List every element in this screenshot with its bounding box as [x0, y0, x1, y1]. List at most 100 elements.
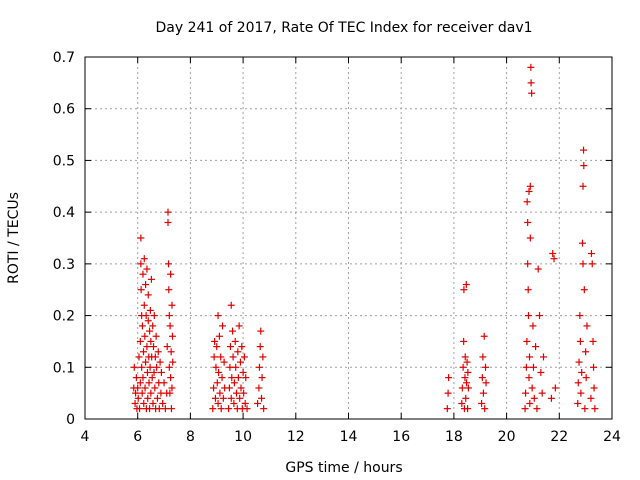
data-point — [240, 389, 248, 397]
y-tick-label: 0.7 — [53, 50, 75, 66]
data-point — [168, 332, 176, 340]
data-point — [153, 363, 161, 371]
axis-ticks: 4 6 8 10 12 14 16 18 20 22 24 0 0.1 0.2 0.3 0.4 0.5 0.6 0.… — [53, 50, 621, 445]
data-point — [210, 353, 218, 361]
data-point — [168, 301, 176, 309]
data-point — [132, 374, 140, 382]
data-point — [443, 405, 451, 413]
data-point — [458, 384, 466, 392]
data-point — [580, 286, 588, 294]
data-point — [588, 260, 596, 268]
data-point — [163, 343, 171, 351]
data-point — [590, 384, 598, 392]
data-point — [522, 363, 530, 371]
data-point — [583, 322, 591, 330]
data-point — [227, 301, 235, 309]
data-point — [150, 312, 158, 320]
data-point — [478, 399, 486, 407]
data-points — [130, 63, 599, 413]
data-point — [226, 343, 234, 351]
data-point — [143, 343, 151, 351]
data-point — [137, 234, 145, 242]
data-point — [150, 343, 158, 351]
data-point — [164, 208, 172, 216]
data-point — [578, 239, 586, 247]
data-point — [234, 374, 242, 382]
data-point — [576, 337, 584, 345]
data-point — [219, 322, 227, 330]
data-point — [146, 405, 154, 413]
data-point — [591, 405, 599, 413]
data-point — [479, 389, 487, 397]
data-point — [254, 399, 262, 407]
data-point — [219, 394, 227, 402]
y-tick-label: 0.3 — [53, 257, 75, 273]
data-point — [152, 332, 160, 340]
data-point — [217, 405, 225, 413]
data-point — [538, 389, 546, 397]
data-point — [524, 286, 532, 294]
data-point — [135, 353, 143, 361]
data-point — [142, 312, 150, 320]
data-point — [156, 358, 164, 366]
data-point — [159, 399, 167, 407]
data-point — [527, 63, 535, 71]
data-point — [239, 368, 247, 376]
data-point — [534, 265, 542, 273]
data-point — [523, 337, 531, 345]
data-point — [529, 322, 537, 330]
data-point — [240, 353, 248, 361]
data-point — [169, 358, 177, 366]
data-point — [578, 368, 586, 376]
data-point — [130, 363, 138, 371]
data-point — [232, 363, 240, 371]
data-point — [138, 322, 146, 330]
data-point — [459, 363, 467, 371]
y-tick-label: 0 — [66, 412, 75, 428]
x-tick-label: 10 — [234, 429, 252, 445]
data-point — [131, 399, 139, 407]
data-point — [146, 363, 154, 371]
data-point — [589, 337, 597, 345]
data-point — [136, 405, 144, 413]
data-point — [549, 250, 557, 258]
data-point — [147, 275, 155, 283]
data-point — [257, 327, 265, 335]
data-point — [462, 281, 470, 289]
data-point — [482, 379, 490, 387]
data-point — [161, 405, 169, 413]
data-point — [141, 332, 149, 340]
data-point — [587, 250, 595, 258]
data-point — [168, 384, 176, 392]
data-point — [536, 312, 544, 320]
data-point — [529, 363, 537, 371]
x-tick-label: 24 — [603, 429, 621, 445]
data-point — [165, 260, 173, 268]
data-point — [160, 379, 168, 387]
y-tick-label: 0.1 — [53, 360, 75, 376]
data-point — [460, 337, 468, 345]
data-point — [580, 146, 588, 154]
data-point — [464, 368, 472, 376]
data-point — [144, 394, 152, 402]
data-point — [581, 405, 589, 413]
x-tick-label: 4 — [81, 429, 90, 445]
data-point — [461, 374, 469, 382]
data-point — [225, 405, 233, 413]
data-point — [212, 363, 220, 371]
data-point — [539, 353, 547, 361]
data-point — [142, 281, 150, 289]
data-point — [153, 394, 161, 402]
data-point — [150, 368, 158, 376]
data-point — [146, 306, 154, 314]
data-point — [215, 332, 223, 340]
data-point — [157, 368, 165, 376]
data-point — [524, 218, 532, 226]
data-point — [140, 399, 148, 407]
data-point — [526, 399, 534, 407]
data-point — [139, 374, 147, 382]
data-point — [132, 389, 140, 397]
data-point — [151, 384, 159, 392]
data-point — [590, 363, 598, 371]
